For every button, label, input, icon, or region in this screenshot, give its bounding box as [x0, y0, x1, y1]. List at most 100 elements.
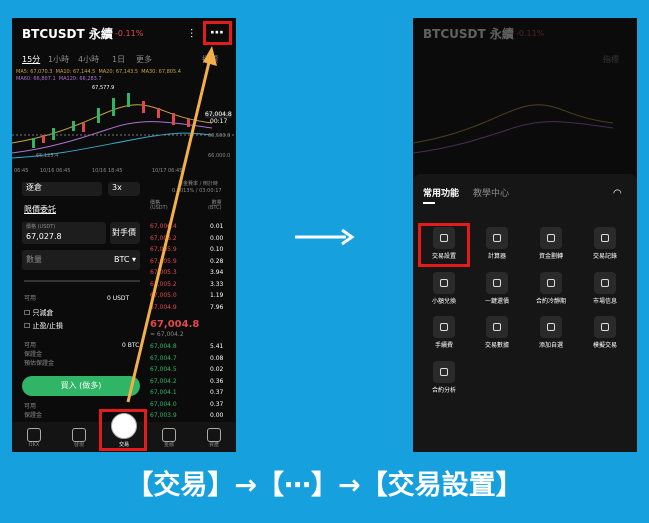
- menu-icon[interactable]: [540, 316, 562, 338]
- menu-icon-glyph: [440, 368, 448, 376]
- chart: [12, 93, 236, 159]
- margin-select[interactable]: 逐倉: [22, 182, 102, 196]
- menu-icon-glyph: [601, 279, 609, 287]
- menu-icon-glyph: [601, 323, 609, 331]
- symbol[interactable]: BTCUSDT 永續: [22, 27, 113, 41]
- menu-icon[interactable]: [594, 316, 616, 338]
- bid-price: 67,004.8: [150, 343, 177, 350]
- headset-icon[interactable]: ◠: [613, 188, 622, 199]
- caption: 【交易】→【⋯】→【交易設置】: [126, 470, 523, 501]
- menu-icon[interactable]: [486, 316, 508, 338]
- menu-icon[interactable]: [540, 272, 562, 294]
- nav-icon[interactable]: [72, 428, 86, 442]
- nav-label: 資產: [208, 442, 219, 448]
- menu-icon-glyph: [601, 234, 609, 242]
- time-label: 06:45: [14, 168, 29, 174]
- timeframe[interactable]: 15分: [22, 55, 41, 64]
- nav-icon[interactable]: [111, 413, 137, 439]
- more-button[interactable]: ⋯: [210, 25, 224, 41]
- menu-label: 市場信息: [592, 298, 617, 305]
- bid-qty: 0.00: [210, 412, 224, 419]
- tpsl[interactable]: ☐ 止盈/止損: [24, 322, 63, 330]
- price-input[interactable]: [22, 222, 106, 244]
- nav-icon[interactable]: [27, 428, 41, 442]
- menu-label: 交易設置: [431, 253, 456, 260]
- slider[interactable]: [24, 280, 140, 282]
- ask-qty: 0.01: [210, 223, 224, 230]
- menu-icon-glyph: [547, 279, 555, 287]
- bid-price: 67,004.7: [150, 354, 177, 362]
- chart-label: 66,500.0: [208, 133, 231, 139]
- menu-icon[interactable]: [433, 272, 455, 294]
- ask-price: 67,004.9: [150, 303, 177, 311]
- ma-line: MA60: 66,807.1 MA120: 66,283.7: [16, 76, 102, 82]
- tab[interactable]: 常用功能: [423, 189, 460, 199]
- highlight-settings: [418, 223, 470, 267]
- timeframe[interactable]: 4小時: [78, 55, 100, 64]
- menu-icon[interactable]: [594, 272, 616, 294]
- menu-label: 一鍵還債: [484, 298, 509, 305]
- ask-qty: 0.00: [210, 234, 224, 242]
- menu-icon[interactable]: [540, 227, 562, 249]
- menu-label: 模擬交易: [592, 342, 617, 349]
- chart-label: 67,004.8: [205, 111, 232, 118]
- nav-icon[interactable]: [162, 428, 176, 442]
- menu-icon[interactable]: [433, 361, 455, 383]
- menu-icon[interactable]: [486, 227, 508, 249]
- buy-button[interactable]: 買入 (做多): [22, 376, 140, 396]
- chart-label: 65,125.4: [36, 153, 59, 159]
- mark-price: ≈ 67,004.2: [150, 331, 184, 338]
- menu-icon[interactable]: [433, 316, 455, 338]
- ask-qty: 0.28: [210, 257, 224, 265]
- nav-icon[interactable]: [207, 428, 221, 442]
- ask-price: 67,005.2: [150, 280, 177, 288]
- timeframe[interactable]: 更多: [136, 55, 152, 64]
- menu-label: 合約冷靜期: [535, 298, 566, 305]
- nav-label: 發現: [73, 442, 84, 448]
- change: -0.11%: [516, 29, 545, 38]
- tab[interactable]: 教學中心: [473, 189, 510, 199]
- menu-icon[interactable]: [594, 227, 616, 249]
- price-value: 67,027.8: [26, 232, 62, 241]
- bid-qty: 0.37: [210, 400, 224, 408]
- ma-line: MA5: 67,070.3 MA10: 67,144.5 MA20: 67,14…: [16, 69, 181, 75]
- price-label: 價格 (USDT): [26, 224, 56, 230]
- available: 可用: [24, 295, 37, 302]
- chart-icon[interactable]: ⫶: [190, 27, 194, 41]
- reduce-only[interactable]: ☐ 只減倉: [24, 309, 54, 317]
- bottom-sheet: [413, 174, 637, 452]
- qty-unit[interactable]: BTC ▾: [114, 255, 137, 264]
- nav-label: 金融: [163, 442, 174, 448]
- menu-icon-glyph: [493, 234, 501, 242]
- menu-icon-glyph: [440, 234, 448, 242]
- highlight-more: [203, 21, 232, 45]
- ask-price: 67,006.4: [150, 223, 177, 230]
- timeframe[interactable]: 1小時: [48, 55, 70, 64]
- leverage[interactable]: 3x: [108, 182, 140, 196]
- symbol: BTCUSDT 永續: [423, 27, 514, 41]
- bid-qty: 0.37: [210, 389, 224, 396]
- margin3: 保證金: [24, 412, 43, 419]
- menu-icon-glyph: [547, 234, 555, 242]
- menu-label: 計算器: [487, 253, 506, 260]
- nav-label: OKX: [28, 442, 40, 448]
- timeframe[interactable]: 1日: [112, 55, 126, 64]
- chart-label: 66,000.0: [208, 153, 231, 159]
- available-value: 0 USDT: [107, 295, 130, 302]
- margin-label: 保證金: [24, 351, 43, 358]
- book-qty-head: 數量 (BTC): [208, 200, 222, 211]
- menu-label: 資金劃轉: [538, 253, 563, 260]
- menu-icon[interactable]: [486, 272, 508, 294]
- opponent-price[interactable]: 對手價: [110, 222, 140, 244]
- qty-input[interactable]: [22, 250, 140, 270]
- menu-label: 小額兌換: [431, 298, 456, 305]
- ask-price: 67,006.2: [150, 234, 177, 242]
- menu-icon[interactable]: [433, 227, 455, 249]
- order-type[interactable]: 限價委託: [24, 205, 56, 214]
- bid-price: 67,004.5: [150, 366, 177, 373]
- menu-label: 交易數據: [484, 342, 509, 349]
- bid-qty: 5.41: [210, 343, 224, 350]
- ask-qty: 3.94: [210, 269, 224, 276]
- time-label: 10/16 06:45: [40, 168, 71, 174]
- qty-label: 數量: [26, 255, 42, 264]
